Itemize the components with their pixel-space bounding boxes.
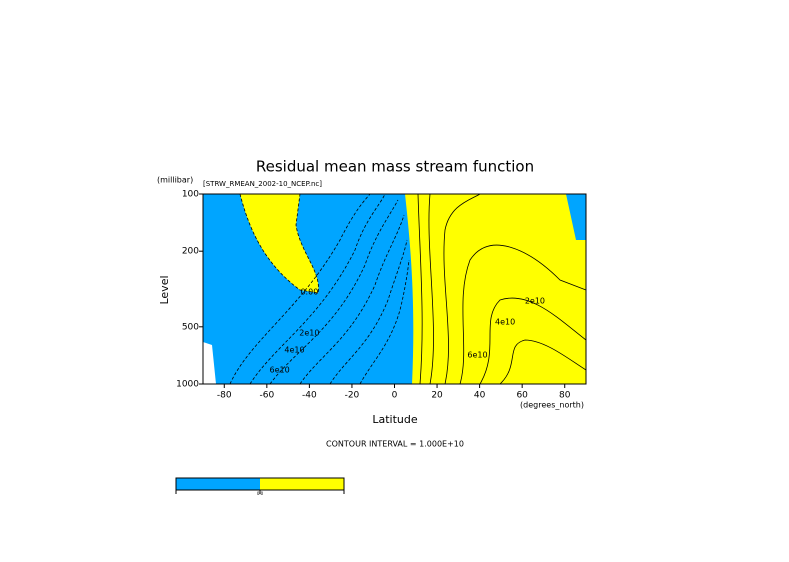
y-axis-label: Level (158, 275, 171, 304)
x-tick-label: 80 (559, 391, 571, 401)
y-tick-label: 100 (182, 190, 199, 200)
x-tick-label: 60 (516, 391, 528, 401)
footer: CONTOUR INTERVAL = 1.000E+10 (326, 440, 464, 449)
y-tick-label: 1000 (176, 380, 199, 390)
x-tick-label: -40 (302, 391, 317, 401)
contour-label: 2e10 (299, 329, 319, 338)
chart-subtitle: [STRW_RMEAN_2002-10_NCEP.nc] (203, 180, 322, 188)
contour-label: 6e10 (269, 366, 289, 375)
contour-lines (229, 193, 587, 385)
x-tick-label: -20 (345, 391, 360, 401)
colorbar-positive (260, 478, 344, 490)
x-tick-label: 40 (474, 391, 486, 401)
chart-title: Residual mean mass stream function (256, 158, 534, 176)
x-tick-label: -60 (259, 391, 274, 401)
colorbar-negative (176, 478, 260, 490)
y-units: (millibar) (157, 176, 193, 185)
colorbar-label: 0.0 (257, 491, 264, 496)
contour-label: 4e10 (495, 318, 515, 327)
x-axis-label: Latitude (372, 413, 418, 426)
x-units: (degrees_north) (520, 401, 584, 410)
y-tick-label: 500 (182, 322, 199, 332)
y-tick-label: 200 (182, 247, 199, 257)
positive-region (405, 194, 586, 384)
contour-label: 6e10 (467, 350, 487, 359)
x-tick-label: 0 (392, 391, 398, 401)
blank-region (203, 342, 216, 384)
contour-label: 2e10 (525, 296, 545, 305)
contour-label: 4e10 (284, 345, 304, 354)
contour-label: 0.00 (300, 288, 318, 297)
x-tick-label: 20 (431, 391, 443, 401)
positive-region (240, 194, 319, 293)
x-tick-label: -80 (217, 391, 232, 401)
